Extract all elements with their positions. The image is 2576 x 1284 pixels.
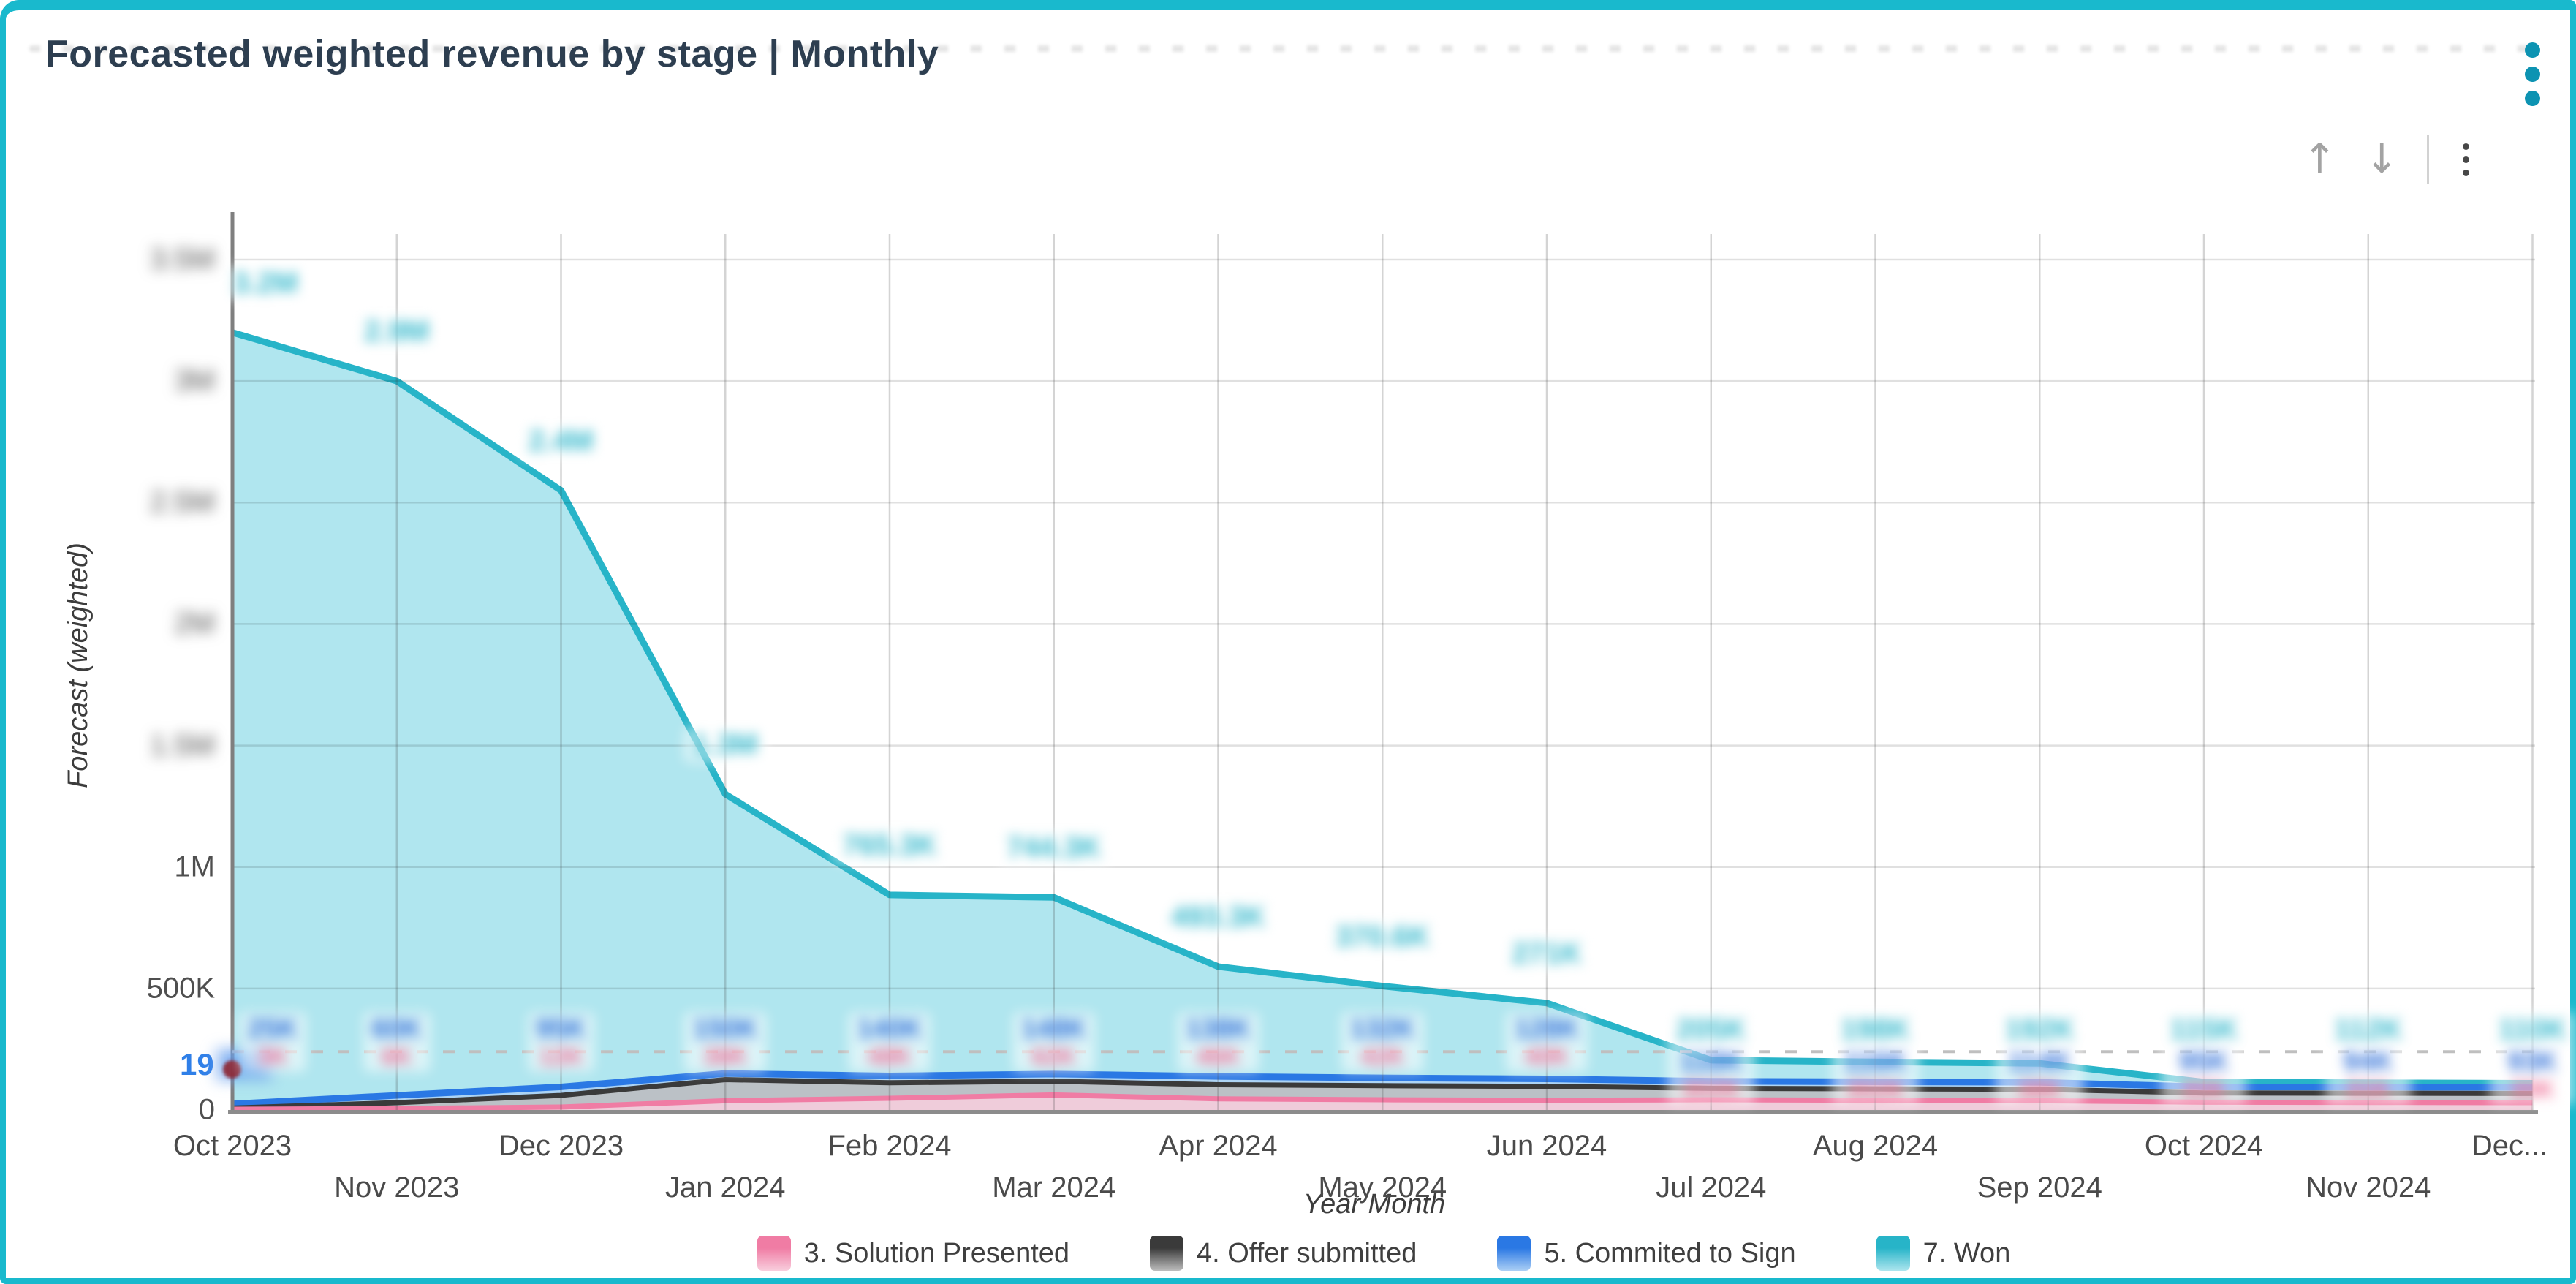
kebab-dot (2462, 169, 2469, 176)
drill-down-icon[interactable]: ↓ (2364, 135, 2399, 183)
legend-item-commited-to-sign[interactable]: 5. Commited to Sign (1497, 1236, 1796, 1271)
toolbar-divider (2426, 135, 2429, 184)
legend-swatch-icon (1150, 1236, 1184, 1271)
legend-swatch-icon (1497, 1236, 1531, 1271)
kebab-dot (2524, 67, 2540, 82)
series-line-won[interactable] (231, 329, 2533, 1087)
kebab-dot (2462, 143, 2469, 150)
visual-more-options-icon[interactable] (2457, 143, 2475, 176)
visual-toolbar: ↑ ↓ (2303, 130, 2475, 189)
kebab-dot (2524, 42, 2540, 58)
chart-legend: 3. Solution Presented 4. Offer submitted 5… (232, 1236, 2535, 1271)
legend-label: 4. Offer submitted (1197, 1237, 1417, 1269)
kebab-dot (2462, 156, 2469, 163)
kebab-dot (2524, 91, 2540, 106)
blurred-dotted-row (29, 45, 2547, 52)
legend-swatch-icon (1876, 1236, 1910, 1271)
series-area-solution-presented[interactable] (232, 1095, 2533, 1110)
series-line-solution-presented[interactable] (232, 1092, 2533, 1112)
legend-label: 5. Commited to Sign (1544, 1237, 1796, 1269)
chart-title: Forecasted weighted revenue by stage | M… (45, 33, 939, 75)
series-line-commited-to-sign[interactable] (232, 1070, 2533, 1108)
legend-label: 3. Solution Presented (803, 1237, 1070, 1269)
card-more-options-icon[interactable] (2518, 42, 2547, 106)
drill-up-icon[interactable]: ↑ (2303, 135, 2337, 183)
legend-label: 7. Won (1922, 1237, 2011, 1269)
series-line-offer-submitted[interactable] (232, 1076, 2533, 1111)
legend-item-offer-submitted[interactable]: 4. Offer submitted (1150, 1236, 1417, 1271)
legend-swatch-icon (757, 1236, 791, 1271)
legend-item-solution-presented[interactable]: 3. Solution Presented (757, 1236, 1069, 1271)
legend-item-won[interactable]: 7. Won (1876, 1236, 2011, 1271)
series-area-won[interactable] (232, 332, 2533, 1111)
